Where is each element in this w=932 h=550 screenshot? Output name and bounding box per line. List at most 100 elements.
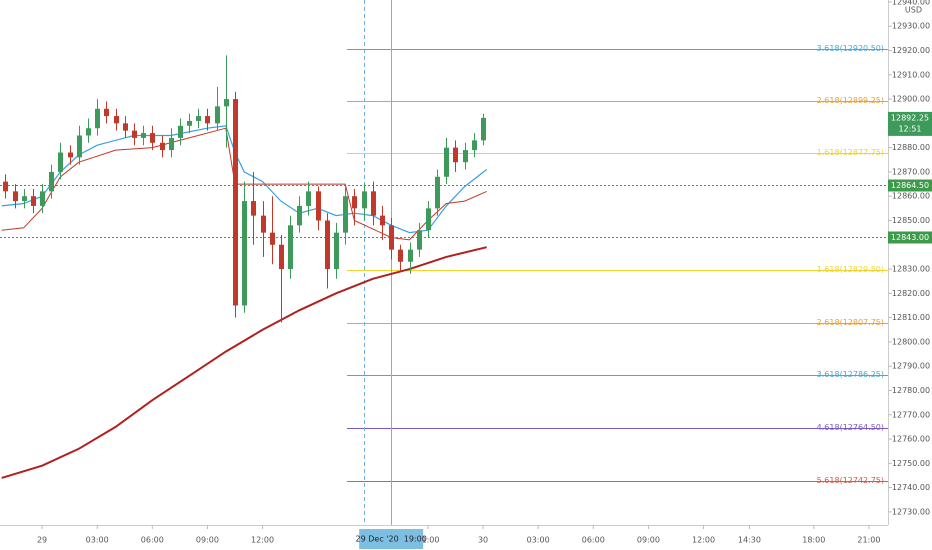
candle-body (444, 147, 449, 177)
candle-body (196, 116, 201, 121)
candle-body (316, 191, 321, 221)
candle-body (187, 120, 192, 126)
candle-body (104, 108, 109, 117)
candle-body (270, 232, 275, 245)
x-tick-label: 09:00 (637, 536, 660, 545)
y-tick-label: 12760.00 (892, 435, 930, 444)
candle-body (68, 152, 73, 158)
candle-body (435, 176, 440, 209)
x-tick-label: 12:00 (251, 536, 274, 545)
x-tick-label: 21:00 (416, 536, 439, 545)
candle-body (453, 147, 458, 163)
candle-body (123, 123, 128, 131)
candle-body (426, 208, 431, 231)
candle-body (352, 196, 357, 209)
candle-body (49, 171, 54, 192)
candle-body (380, 215, 385, 226)
price-level-label: 12843.00 (891, 233, 929, 242)
candle-body (86, 128, 91, 136)
y-tick-label: 12740.00 (892, 483, 930, 492)
candle-body (417, 230, 422, 250)
last-price-label: 12892.25 (891, 113, 929, 122)
candle-body (389, 225, 394, 250)
price-level-box (888, 231, 932, 244)
y-tick-label: 12800.00 (892, 337, 930, 346)
price-level-label: 12864.50 (891, 181, 929, 190)
candle-body (31, 196, 36, 206)
candle-body (160, 142, 165, 151)
y-tick-label: 12730.00 (892, 507, 930, 516)
y-tick-label: 12940.00 (892, 0, 930, 6)
fib-label: 2.618(12899.25) (817, 96, 884, 105)
candle-body (343, 196, 348, 233)
x-tick-label: 18:00 (802, 536, 825, 545)
candle-body (22, 196, 27, 202)
candle-body (408, 249, 413, 262)
y-tick-label: 12790.00 (892, 362, 930, 371)
x-tick-label: 14:30 (738, 536, 761, 545)
candle-body (233, 99, 238, 306)
candle-body (325, 220, 330, 270)
candle-body (141, 133, 146, 138)
indicator-line (1, 127, 487, 241)
fib-label: 5.618(12742.75) (817, 476, 884, 485)
candle-body (132, 130, 137, 138)
x-tick-label: 30 (478, 536, 488, 545)
y-tick-label: 12830.00 (892, 265, 930, 274)
x-tick-label: 21:00 (857, 536, 880, 545)
x-tick-label: 03:00 (527, 536, 550, 545)
candle-body (205, 116, 210, 124)
candle-body (261, 215, 266, 233)
x-tick-label: 06:00 (141, 536, 164, 545)
y-tick-label: 12920.00 (892, 46, 930, 55)
candle-body (13, 191, 18, 202)
currency: USD (905, 6, 922, 15)
candle-body (362, 191, 367, 209)
y-tick-label: 12780.00 (892, 386, 930, 395)
indicator-line (1, 246, 487, 479)
candle-body (472, 140, 477, 151)
candle-body (40, 191, 45, 206)
candle-body (224, 99, 229, 107)
candle-body (150, 133, 155, 143)
candle-body (306, 191, 311, 206)
y-tick-label: 12880.00 (892, 143, 930, 152)
candle-body (169, 137, 174, 151)
y-tick-label: 12860.00 (892, 192, 930, 201)
fib-label: 3.618(12920.50) (817, 44, 884, 53)
candle-body (288, 225, 293, 270)
fib-label: 3.618(12786.25) (817, 370, 884, 379)
candle-body (251, 201, 256, 216)
x-tick-label: 09:00 (196, 536, 219, 545)
candle-body (95, 108, 100, 129)
candle-body (215, 106, 220, 124)
candle-body (371, 191, 376, 216)
x-tick-label: 06:00 (582, 536, 605, 545)
y-tick-label: 12900.00 (892, 95, 930, 104)
price-level-box (888, 179, 932, 192)
candle-body (242, 201, 247, 306)
y-tick-label: 12770.00 (892, 410, 930, 419)
crosshair-label-box (359, 529, 424, 549)
fib-label: 4.618(12764.50) (817, 423, 884, 432)
candle-body (398, 249, 403, 262)
y-tick-label: 12820.00 (892, 289, 930, 298)
x-tick-label: 03:00 (86, 536, 109, 545)
candle-body (77, 135, 82, 158)
candle-body (334, 232, 339, 270)
candle-body (58, 152, 63, 172)
x-tick-label: 12:00 (692, 536, 715, 545)
y-tick-label: 12850.00 (892, 216, 930, 225)
y-tick-label: 12810.00 (892, 313, 930, 322)
candle-body (463, 150, 468, 163)
y-tick-label: 12870.00 (892, 167, 930, 176)
x-tick-label: 29 (37, 536, 47, 545)
candle-body (481, 117, 486, 141)
y-tick-label: 12910.00 (892, 70, 930, 79)
candle-body (114, 116, 119, 124)
crosshair-label: 29 Dec '20 19:00 (356, 535, 427, 544)
candle-body (178, 125, 183, 138)
candle-body (297, 205, 302, 226)
fib-label: 2.618(12807.75) (817, 318, 884, 327)
